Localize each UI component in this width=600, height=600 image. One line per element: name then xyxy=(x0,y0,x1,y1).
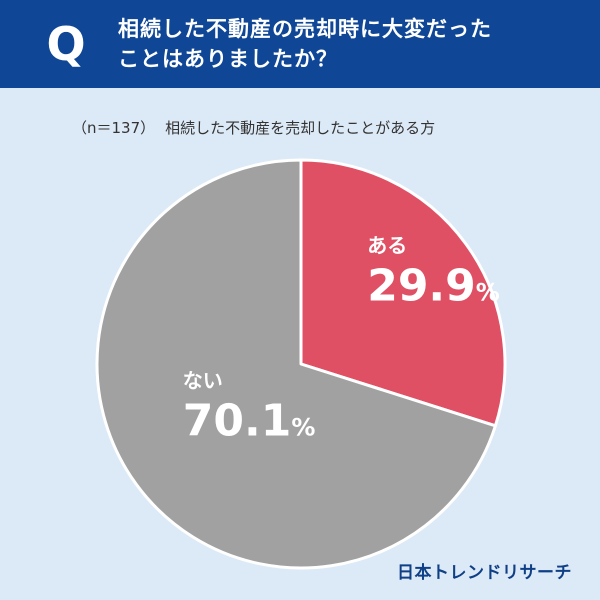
pie-slice-yes xyxy=(299,158,507,428)
pie-labels: ある 29.9% ない 70.1% xyxy=(183,234,500,447)
slice-value-no: 70.1% xyxy=(183,395,316,446)
question-header: Q 相続した不動産の売却時に大変だった ことはありましたか？ xyxy=(0,0,600,88)
q-letter: Q xyxy=(46,17,86,71)
pie-slice-no xyxy=(95,158,497,570)
question-line-2: ことはありましたか？ xyxy=(118,47,338,71)
question-line-1: 相続した不動産の売却時に大変だった xyxy=(118,17,492,41)
slice-label-yes: ある xyxy=(367,234,407,258)
slice-label-no: ない xyxy=(183,368,223,392)
q-icon: Q xyxy=(40,16,92,72)
brand-logo: 日本トレンドリサーチ xyxy=(397,563,572,583)
slice-value-yes: 29.9% xyxy=(367,261,500,312)
pie-slices xyxy=(95,158,507,570)
sample-caption: （n＝137） 相続した不動産を売却したことがある方 xyxy=(72,117,542,138)
sample-size: （n＝137） xyxy=(72,119,156,137)
sample-subject: 相続した不動産を売却したことがある方 xyxy=(165,119,436,137)
question-title: 相続した不動産の売却時に大変だった ことはありましたか？ xyxy=(118,14,578,74)
